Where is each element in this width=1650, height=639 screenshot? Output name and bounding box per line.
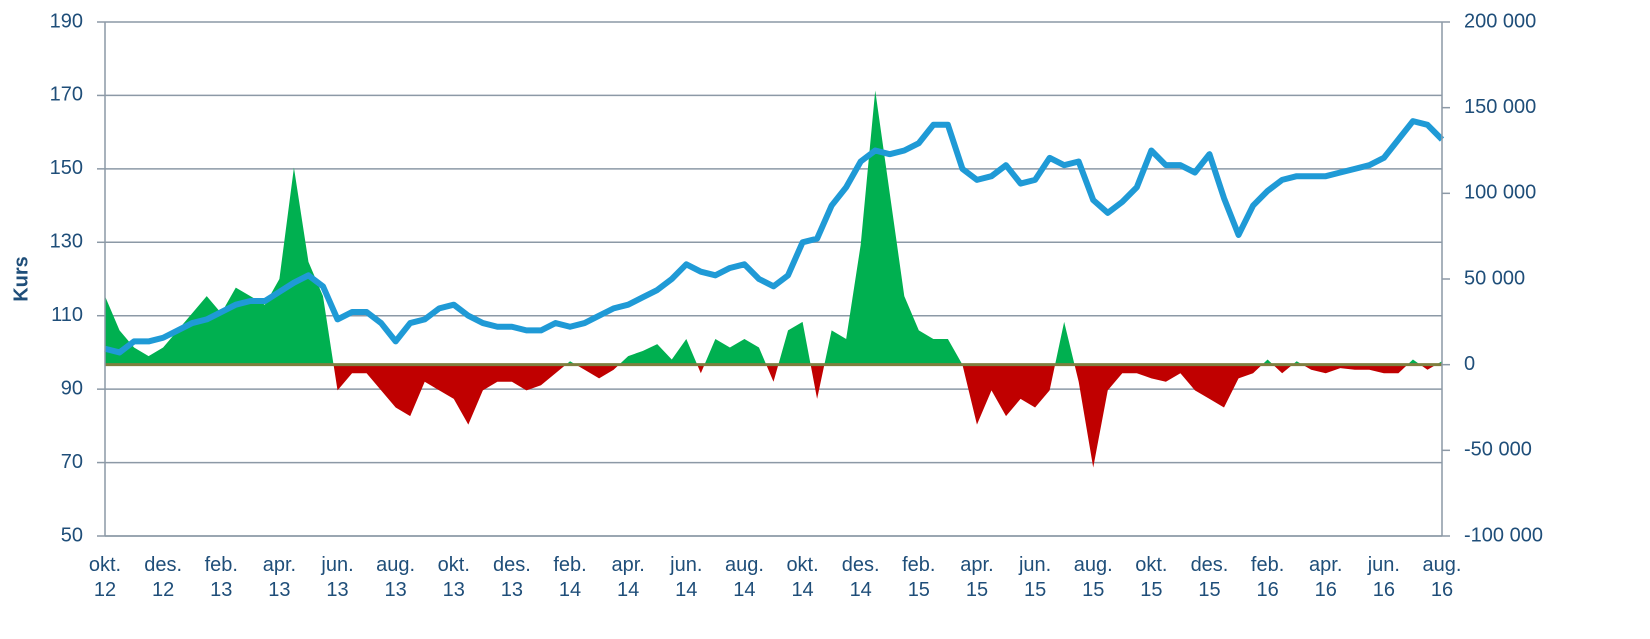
y2-tick-label: -100 000 [1464, 524, 1543, 546]
x-tick-label: apr. 14 [611, 554, 645, 601]
y-tick-label: 170 [50, 84, 83, 106]
x-tick-label: feb. 15 [902, 554, 936, 601]
x-tick-label: aug. 15 [1073, 554, 1113, 601]
y2-tick-label: 50 000 [1464, 267, 1525, 289]
x-tick-label: des. 15 [1190, 554, 1229, 601]
y2-tick-label: -50 000 [1464, 439, 1532, 461]
price-line [104, 118, 1445, 356]
y-tick-label: 190 [50, 10, 83, 32]
x-tick-label: aug. 16 [1422, 554, 1462, 601]
x-tick-label: jun. 16 [1367, 554, 1400, 601]
x-tick-label: okt. 12 [88, 554, 122, 601]
y-tick-label: 110 [51, 304, 83, 326]
x-tick-label: feb. 14 [553, 554, 587, 601]
x-tick-label: jun. 13 [321, 554, 354, 601]
y-tick-label: 130 [50, 231, 83, 253]
x-tick-label: apr. 16 [1309, 554, 1343, 601]
y2-tick-label: 0 [1464, 353, 1475, 375]
y-tick-label: 50 [61, 524, 83, 546]
x-tick-label: okt. 15 [1135, 554, 1168, 601]
x-tick-label: des. 12 [144, 554, 183, 601]
x-tick-label: feb. 13 [204, 554, 238, 601]
x-tick-label: jun. 14 [670, 554, 703, 601]
y-axis-title: Kurs [10, 256, 32, 302]
x-tick-label: aug. 13 [376, 554, 416, 601]
y-tick-label: 70 [61, 451, 83, 473]
y2-tick-label: 150 000 [1464, 96, 1536, 118]
y-tick-label: 150 [50, 157, 83, 179]
x-tick-label: jun. 15 [1018, 554, 1052, 601]
x-tick-label: des. 13 [493, 554, 531, 601]
x-tick-label: apr. 15 [960, 554, 994, 601]
y2-tick-label: 100 000 [1464, 182, 1536, 204]
area-positive [105, 90, 1442, 365]
x-tick-label: apr. 13 [262, 554, 297, 601]
x-tick-label: aug. 14 [724, 554, 764, 601]
x-tick-label: okt. 14 [786, 554, 819, 601]
y2-tick-label: 200 000 [1464, 10, 1536, 32]
x-tick-label: okt. 13 [437, 554, 470, 601]
x-tick-label: feb. 16 [1250, 554, 1285, 601]
y-tick-label: 90 [61, 377, 83, 399]
x-tick-label: des. 14 [841, 554, 880, 601]
